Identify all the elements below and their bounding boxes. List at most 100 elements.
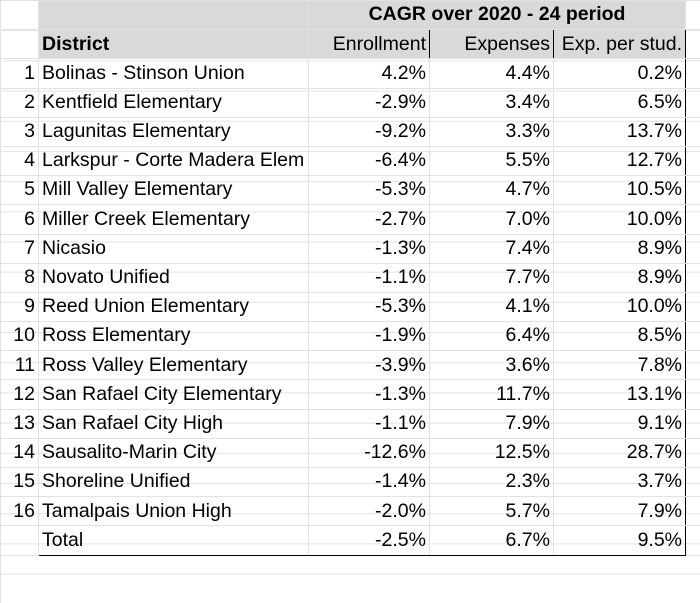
exp-per-student-cell[interactable]: 12.7%	[552, 145, 687, 177]
expenses-cell[interactable]: 4.1%	[429, 291, 554, 323]
enrollment-cell[interactable]: -12.6%	[308, 437, 430, 469]
enrollment-cell[interactable]: 4.2%	[308, 58, 430, 89]
exp-per-student-cell[interactable]: 8.9%	[552, 262, 687, 293]
enrollment-cell[interactable]: -1.1%	[308, 262, 430, 293]
district-cell[interactable]: San Rafael City High	[38, 408, 309, 439]
expenses-cell[interactable]: 3.3%	[429, 116, 554, 147]
row-number-cell[interactable]	[0, 525, 39, 556]
empty-cell[interactable]	[685, 379, 700, 410]
row-number-cell[interactable]: 16	[0, 496, 39, 527]
district-cell[interactable]: Tamalpais Union High	[38, 496, 309, 527]
empty-cell[interactable]	[685, 116, 700, 147]
exp-per-student-cell[interactable]: 8.5%	[552, 321, 687, 352]
exp-per-student-cell[interactable]: 7.9%	[552, 496, 687, 527]
empty-cell[interactable]	[685, 0, 700, 31]
total-enrollment-cell[interactable]: -2.5%	[308, 525, 430, 556]
row-number-cell[interactable]: 6	[0, 204, 39, 235]
exp-per-student-cell[interactable]: 0.2%	[552, 58, 687, 89]
empty-cell[interactable]	[685, 350, 700, 381]
district-cell[interactable]: Sausalito-Marin City	[38, 437, 309, 469]
row-number-cell[interactable]: 7	[0, 233, 39, 264]
district-cell[interactable]: Novato Unified	[38, 262, 309, 293]
row-number-cell[interactable]	[0, 29, 39, 60]
row-number-cell[interactable]: 14	[0, 437, 39, 469]
expenses-cell[interactable]: 3.4%	[429, 87, 554, 118]
enrollment-cell[interactable]: -1.1%	[308, 408, 430, 439]
enrollment-cell[interactable]: -5.3%	[308, 175, 430, 206]
empty-cell[interactable]	[685, 29, 700, 60]
expenses-cell[interactable]: 7.4%	[429, 233, 554, 264]
district-cell[interactable]: Kentfield Elementary	[38, 87, 309, 118]
enrollment-cell[interactable]: -2.7%	[308, 204, 430, 235]
enrollment-cell[interactable]: -2.0%	[308, 496, 430, 527]
expenses-cell[interactable]: 11.7%	[429, 379, 554, 410]
exp-per-student-cell[interactable]: 10.0%	[552, 204, 687, 235]
empty-cell[interactable]	[685, 145, 700, 177]
enrollment-cell[interactable]: -1.3%	[308, 233, 430, 264]
enrollment-cell[interactable]: -1.4%	[308, 466, 430, 498]
group-title[interactable]: CAGR over 2020 - 24 period	[307, 0, 687, 31]
empty-cell[interactable]	[685, 175, 700, 206]
total-exp-per-student-cell[interactable]: 9.5%	[552, 525, 687, 556]
row-number-cell[interactable]	[0, 0, 39, 31]
expenses-cell[interactable]: 5.5%	[429, 145, 554, 177]
enrollment-header[interactable]: Enrollment	[308, 29, 430, 60]
enrollment-cell[interactable]: -9.2%	[308, 116, 430, 147]
expenses-cell[interactable]: 7.0%	[429, 204, 554, 235]
empty-cell[interactable]	[685, 58, 700, 89]
district-cell[interactable]: Nicasio	[38, 233, 309, 264]
exp-per-student-cell[interactable]: 9.1%	[552, 408, 687, 439]
empty-cell[interactable]	[685, 466, 700, 498]
exp-per-student-cell[interactable]: 3.7%	[552, 466, 687, 498]
row-number-cell[interactable]: 9	[0, 291, 39, 323]
row-number-cell[interactable]: 2	[0, 87, 39, 118]
exp-per-student-cell[interactable]: 8.9%	[552, 233, 687, 264]
expenses-cell[interactable]: 4.7%	[429, 175, 554, 206]
empty-cell[interactable]	[685, 408, 700, 439]
exp-per-student-cell[interactable]: 10.0%	[552, 291, 687, 323]
enrollment-cell[interactable]: -3.9%	[308, 350, 430, 381]
exp-per-student-cell[interactable]: 6.5%	[552, 87, 687, 118]
district-cell[interactable]: Bolinas - Stinson Union	[38, 58, 309, 89]
expenses-cell[interactable]: 7.9%	[429, 408, 554, 439]
exp-per-student-cell[interactable]: 10.5%	[552, 175, 687, 206]
row-number-cell[interactable]: 12	[0, 379, 39, 410]
district-cell[interactable]: Reed Union Elementary	[38, 291, 309, 323]
empty-cell[interactable]	[685, 321, 700, 352]
header-band-cell[interactable]	[38, 0, 309, 31]
district-cell[interactable]: San Rafael City Elementary	[38, 379, 309, 410]
row-number-cell[interactable]: 15	[0, 466, 39, 498]
empty-cell[interactable]	[685, 525, 700, 556]
empty-cell[interactable]	[685, 262, 700, 293]
row-number-cell[interactable]: 1	[0, 58, 39, 89]
exp-per-student-cell[interactable]: 13.7%	[552, 116, 687, 147]
district-cell[interactable]: Larkspur - Corte Madera Elem	[38, 145, 309, 177]
empty-cell[interactable]	[685, 291, 700, 323]
row-number-cell[interactable]: 5	[0, 175, 39, 206]
expenses-cell[interactable]: 4.4%	[429, 58, 554, 89]
expenses-cell[interactable]: 5.7%	[429, 496, 554, 527]
row-number-cell[interactable]: 10	[0, 321, 39, 352]
expenses-cell[interactable]: 3.6%	[429, 350, 554, 381]
enrollment-cell[interactable]: -1.3%	[308, 379, 430, 410]
row-number-cell[interactable]: 13	[0, 408, 39, 439]
empty-cell[interactable]	[685, 437, 700, 469]
enrollment-cell[interactable]: -5.3%	[308, 291, 430, 323]
district-cell[interactable]: Ross Elementary	[38, 321, 309, 352]
district-header[interactable]: District	[38, 29, 309, 60]
total-label[interactable]: Total	[38, 525, 309, 556]
district-cell[interactable]: Mill Valley Elementary	[38, 175, 309, 206]
district-cell[interactable]: Lagunitas Elementary	[38, 116, 309, 147]
expenses-cell[interactable]: 12.5%	[429, 437, 554, 469]
exp-per-student-cell[interactable]: 28.7%	[552, 437, 687, 469]
empty-cell[interactable]	[685, 233, 700, 264]
district-cell[interactable]: Miller Creek Elementary	[38, 204, 309, 235]
enrollment-cell[interactable]: -1.9%	[308, 321, 430, 352]
row-number-cell[interactable]: 3	[0, 116, 39, 147]
enrollment-cell[interactable]: -2.9%	[308, 87, 430, 118]
exp-per-student-header[interactable]: Exp. per stud.	[552, 29, 687, 60]
row-number-cell[interactable]: 4	[0, 145, 39, 177]
district-cell[interactable]: Shoreline Unified	[38, 466, 309, 498]
empty-cell[interactable]	[685, 87, 700, 118]
row-number-cell[interactable]: 8	[0, 262, 39, 293]
